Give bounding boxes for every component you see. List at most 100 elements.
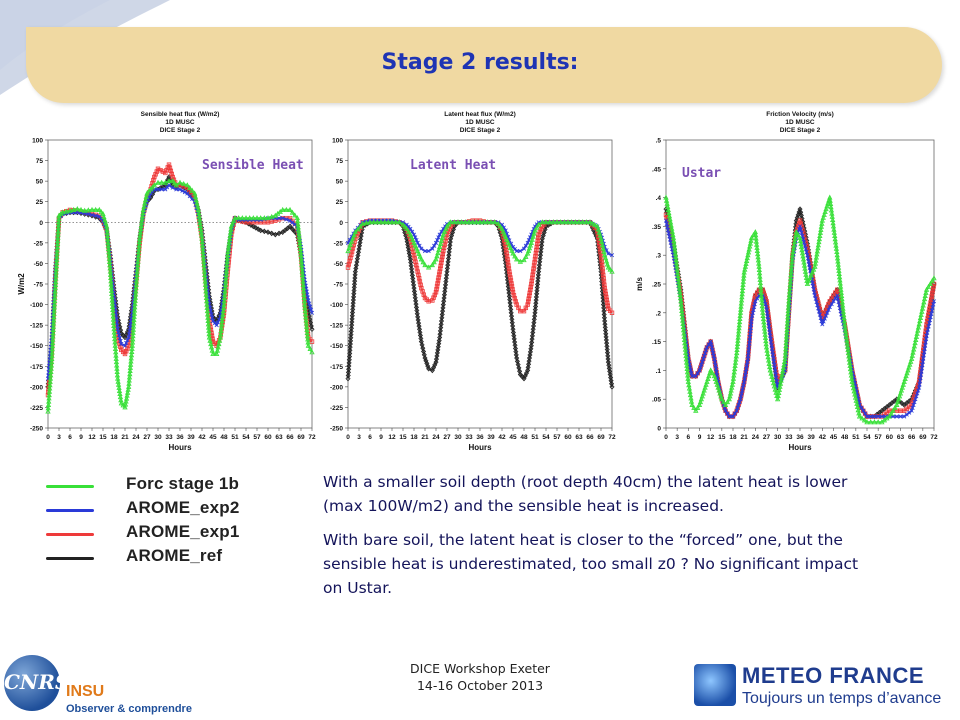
data-point — [352, 272, 358, 278]
data-point — [52, 281, 59, 287]
data-point — [225, 252, 231, 258]
data-point — [128, 352, 135, 358]
data-point — [503, 267, 509, 273]
data-point — [770, 346, 775, 351]
data-point — [605, 356, 611, 362]
data-point — [774, 379, 779, 384]
data-point — [126, 377, 132, 383]
data-point — [50, 326, 56, 332]
data-point — [703, 348, 709, 353]
data-point — [741, 272, 747, 278]
data-point — [742, 266, 748, 272]
data-point — [792, 235, 798, 241]
data-point — [530, 269, 536, 274]
data-point — [347, 344, 353, 350]
data-point — [75, 210, 80, 215]
data-point — [439, 311, 445, 318]
data-point — [771, 383, 778, 389]
data-point — [741, 269, 747, 275]
legend-label: Forc stage 1b — [126, 474, 240, 493]
data-point — [526, 245, 533, 251]
data-point — [790, 248, 796, 254]
data-point — [808, 272, 814, 278]
data-point — [917, 318, 923, 324]
data-point — [265, 229, 271, 235]
data-point — [928, 297, 934, 302]
data-point — [124, 389, 131, 395]
data-point — [770, 353, 776, 358]
data-point — [922, 346, 927, 351]
data-point — [541, 229, 547, 236]
data-point — [284, 217, 289, 222]
data-point — [423, 357, 429, 364]
data-point — [529, 339, 535, 346]
data-point — [727, 414, 732, 419]
data-point — [535, 272, 541, 278]
data-point — [523, 253, 529, 259]
data-point — [735, 337, 741, 343]
data-point — [439, 260, 444, 266]
data-point — [506, 286, 512, 293]
data-point — [876, 414, 881, 419]
data-point — [222, 288, 228, 294]
data-point — [52, 291, 58, 297]
data-point — [920, 362, 925, 368]
data-point — [531, 266, 536, 271]
data-point — [702, 384, 708, 390]
data-point — [769, 373, 775, 379]
data-point — [719, 396, 725, 402]
data-point — [219, 317, 225, 324]
data-point — [510, 323, 516, 329]
data-point — [507, 303, 513, 310]
data-point — [131, 310, 138, 316]
data-point — [48, 365, 54, 371]
data-point — [189, 187, 195, 193]
data-point — [358, 236, 364, 243]
x-tick-label: 69 — [919, 434, 927, 441]
x-tick-label: 63 — [275, 434, 283, 441]
data-point — [229, 220, 236, 226]
data-point — [785, 304, 792, 310]
data-point — [538, 249, 544, 255]
data-point — [595, 226, 601, 232]
data-point — [507, 269, 512, 274]
data-point — [447, 245, 453, 252]
data-point — [811, 287, 816, 292]
data-point — [813, 296, 818, 301]
data-point — [537, 258, 543, 265]
data-point — [797, 224, 803, 229]
data-point — [125, 346, 130, 351]
data-point — [731, 372, 737, 378]
data-point — [604, 343, 610, 350]
data-point — [155, 166, 161, 171]
data-point — [693, 407, 699, 413]
data-point — [528, 287, 533, 293]
data-point — [587, 219, 593, 225]
data-point — [501, 231, 508, 237]
x-tick-label: 63 — [897, 434, 905, 441]
data-point — [709, 370, 716, 376]
data-point — [416, 323, 422, 329]
data-point — [605, 264, 611, 270]
data-point — [604, 297, 609, 303]
data-point — [430, 246, 435, 251]
data-point — [538, 245, 544, 252]
data-point — [607, 368, 613, 375]
data-point — [769, 340, 774, 345]
data-point — [748, 237, 754, 243]
data-point — [45, 408, 51, 414]
data-point — [778, 377, 784, 383]
data-point — [745, 252, 751, 258]
data-point — [434, 253, 440, 259]
data-point — [506, 293, 512, 300]
data-point — [770, 376, 776, 382]
data-point — [812, 290, 817, 295]
x-tick-label: 39 — [487, 434, 495, 441]
data-point — [287, 206, 293, 212]
data-point — [700, 390, 706, 396]
x-tick-label: 30 — [454, 434, 462, 441]
data-point — [894, 414, 899, 419]
data-point — [919, 366, 924, 371]
data-point — [744, 363, 749, 368]
x-tick-label: 45 — [509, 434, 517, 441]
